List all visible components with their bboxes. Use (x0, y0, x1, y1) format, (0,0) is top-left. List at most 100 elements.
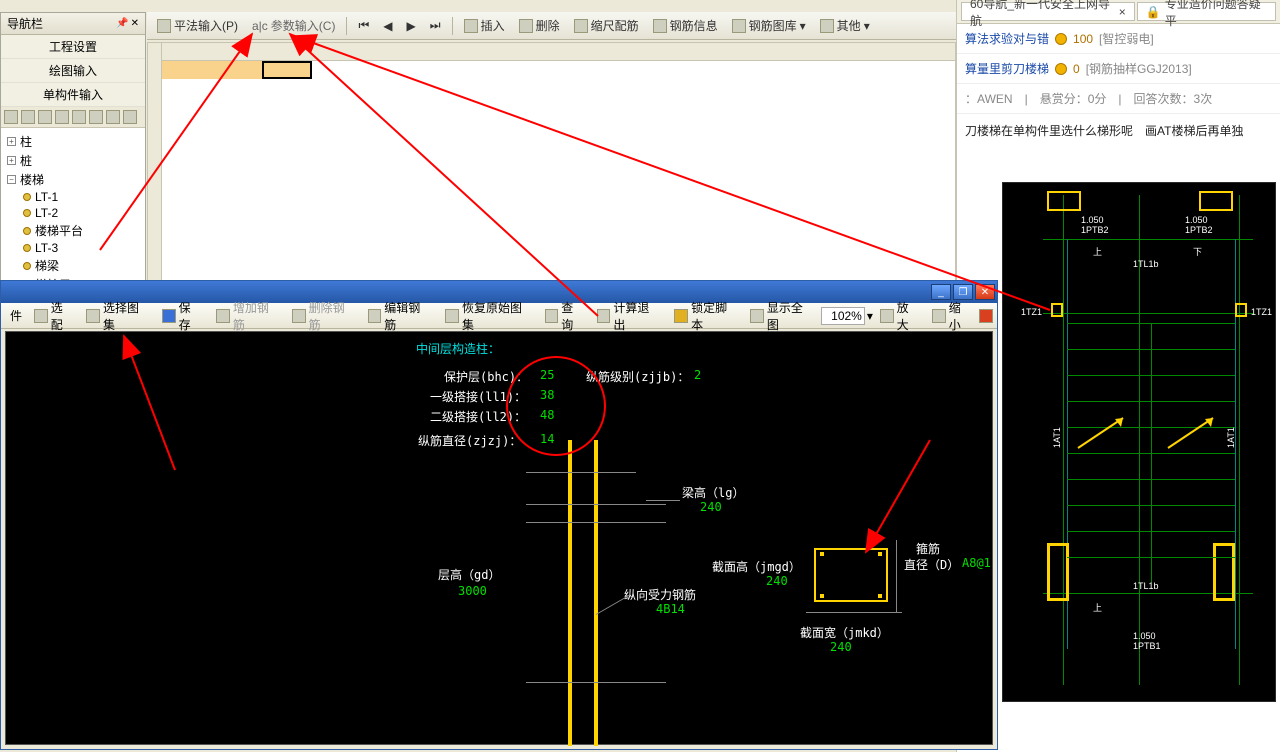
tree-lt3[interactable]: LT-3 (5, 240, 141, 256)
gd-v: 3000 (458, 584, 487, 598)
stair-plan-view[interactable]: 1.050 1PTB2 1.050 1PTB2 上 下 1TL1b 1TZ1 1… (1002, 182, 1276, 702)
nav-section-project[interactable]: 工程设置 (1, 35, 145, 59)
add-rebar-button[interactable]: 增加钢筋 (211, 298, 285, 334)
plan-up: 上 (1093, 245, 1102, 258)
active-cell[interactable] (262, 61, 312, 79)
zoom-dropdown-icon[interactable]: ▾ (867, 309, 873, 323)
save-button[interactable]: 保存 (157, 298, 207, 334)
tree-lt1[interactable]: LT-1 (5, 189, 141, 205)
info-icon (653, 19, 667, 33)
q1-tag: [智控弱电] (1099, 30, 1154, 47)
del-icon[interactable] (21, 110, 35, 124)
nav-title-bar: 导航栏 📌 ✕ (1, 13, 145, 35)
atlas-icon (86, 309, 100, 323)
p-zjjb-v: 2 (694, 368, 701, 382)
cad-canvas[interactable]: 中间层构造柱： 保护层(bhc)： 25 一级搭接(ll1)： 38 二级搭接(… (5, 331, 993, 745)
other-button[interactable]: 其他 ▾ (814, 15, 876, 36)
browser-tabs: 60导航_新一代安全上网导航× 🔒专业造价问题答疑平 (957, 0, 1280, 24)
restore-button[interactable]: 恢复原始图集 (440, 298, 537, 334)
plan-elev1: 1.050 (1081, 215, 1104, 225)
gj-l2: 直径（D） (904, 556, 959, 573)
related-q1[interactable]: 算法求验对与错 100 [智控弱电] (957, 24, 1280, 54)
plan-up2: 上 (1093, 601, 1102, 614)
close-button[interactable]: ✕ (975, 284, 995, 300)
zoom-input[interactable] (821, 307, 865, 325)
tab-360nav[interactable]: 60导航_新一代安全上网导航× (961, 2, 1135, 21)
paste-icon[interactable] (55, 110, 69, 124)
plan-tl1: 1TL1b (1133, 259, 1159, 269)
close-icon[interactable]: ✕ (131, 18, 139, 29)
tree-tiliang[interactable]: 梯梁 (5, 256, 141, 275)
match-icon (34, 309, 48, 323)
nav-section-drawing[interactable]: 绘图输入 (1, 59, 145, 83)
nav-last-icon[interactable]: ⏭ (424, 16, 447, 35)
nav-buttons: 📌 ✕ (116, 18, 139, 29)
del-rebar-button[interactable]: 删除钢筋 (287, 298, 361, 334)
rebar-l: 纵向受力钢筋 (624, 586, 696, 603)
nav-prev-icon[interactable]: ◀ (377, 17, 398, 35)
plan-ptb1: 1PTB1 (1133, 641, 1161, 651)
nav-panel: 导航栏 📌 ✕ 工程设置 绘图输入 单构件输入 +柱 +桩 −楼梯 LT-1 L… (0, 12, 146, 289)
fit-button[interactable]: 显示全图 (745, 298, 819, 334)
lib-button[interactable]: 钢筋图库 ▾ (726, 15, 812, 36)
filter-icon[interactable] (123, 110, 137, 124)
undo-icon[interactable] (72, 110, 86, 124)
p-zjzj-l: 纵筋直径(zjzj)： (418, 432, 521, 449)
plan-elev3: 1.050 (1133, 631, 1156, 641)
calc-icon (597, 309, 611, 323)
restore-icon (445, 309, 459, 323)
plan-elev2: 1.050 (1185, 215, 1208, 225)
component-button[interactable]: 件 (5, 306, 27, 325)
q2-tag: [钢筋抽样GGJ2013] (1086, 60, 1192, 77)
match-button[interactable]: 选配 (29, 298, 79, 334)
input-param-button[interactable]: a|c 参数输入(C) (246, 15, 341, 36)
question-meta: ：AWEN | 悬赏分：0分 | 回答次数：3次 (957, 84, 1280, 114)
scale-button[interactable]: 缩尺配筋 (568, 15, 645, 36)
tab-qa[interactable]: 🔒专业造价问题答疑平 (1137, 2, 1276, 21)
props-icon[interactable] (106, 110, 120, 124)
q1-link[interactable]: 算法求验对与错 (965, 30, 1049, 47)
nav-section-component[interactable]: 单构件输入 (1, 83, 145, 107)
plan-at1a: 1AT1 (1052, 427, 1062, 448)
nav-mini-toolbar (1, 107, 145, 128)
nav-first-icon[interactable]: ⏮ (352, 16, 375, 35)
copy-icon[interactable] (38, 110, 52, 124)
tree-louti[interactable]: −楼梯 (5, 170, 141, 189)
question-desc: 刀楼梯在单构件里选什么梯形呢 画AT楼梯后再单独 (957, 114, 1280, 147)
pin-icon[interactable]: 📌 (116, 18, 128, 29)
lock-button[interactable]: 锁定脚本 (669, 298, 743, 334)
jmkd-v: 240 (830, 640, 852, 654)
delete-button[interactable]: 删除 (513, 15, 566, 36)
top-toolbar: 平法输入(P) a|c 参数输入(C) ⏮ ◀ ▶ ⏭ 插入 删除 缩尺配筋 钢… (147, 12, 956, 40)
new-icon[interactable] (4, 110, 18, 124)
zoomout-icon (932, 309, 946, 323)
nav-next-icon[interactable]: ▶ (401, 17, 422, 35)
tree-lt2[interactable]: LT-2 (5, 205, 141, 221)
cad-header: 中间层构造柱： (416, 340, 500, 357)
query-icon (545, 309, 559, 323)
info-button[interactable]: 钢筋信息 (647, 15, 724, 36)
spreadsheet[interactable] (147, 42, 956, 282)
rebar-v: 4B14 (656, 602, 685, 616)
zoom-out-button[interactable]: 缩小 (927, 298, 977, 334)
select-atlas-button[interactable]: 选择图集 (81, 298, 155, 334)
tree-zhu[interactable]: +柱 (5, 132, 141, 151)
tree-zhuang[interactable]: +桩 (5, 151, 141, 170)
input-plain-button[interactable]: 平法输入(P) (151, 15, 244, 36)
zoom-in-button[interactable]: 放大 (875, 298, 925, 334)
related-q2[interactable]: 算量里剪刀楼梯 0 [钢筋抽样GGJ2013] (957, 54, 1280, 84)
scale-icon (574, 19, 588, 33)
del2-icon (292, 309, 306, 323)
redo-icon[interactable] (89, 110, 103, 124)
tree-pingtai[interactable]: 楼梯平台 (5, 221, 141, 240)
tab-close-icon[interactable]: × (1119, 5, 1126, 19)
calc-exit-button[interactable]: 计算退出 (592, 298, 666, 334)
q2-link[interactable]: 算量里剪刀楼梯 (965, 60, 1049, 77)
edit-rebar-button[interactable]: 编辑钢筋 (363, 298, 437, 334)
add-icon (216, 309, 230, 323)
query-button[interactable]: 查询 (540, 298, 590, 334)
lib-icon (732, 19, 746, 33)
extra-icon[interactable] (979, 309, 993, 323)
plan-ptb2a: 1PTB2 (1081, 225, 1109, 235)
insert-button[interactable]: 插入 (458, 15, 511, 36)
